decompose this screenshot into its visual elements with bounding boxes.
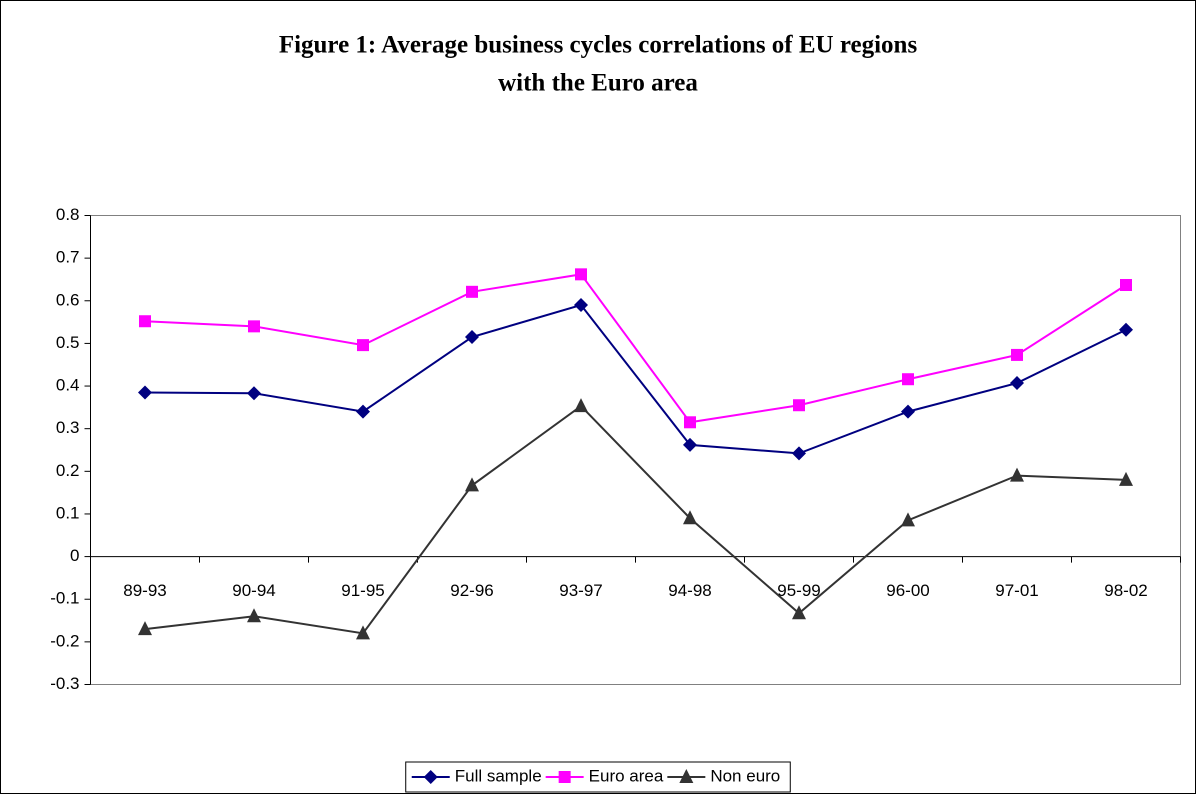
y-tick-label: 0.7 bbox=[56, 248, 80, 267]
x-tick-label: 97-01 bbox=[995, 581, 1038, 600]
data-point bbox=[574, 298, 588, 313]
data-point bbox=[1119, 322, 1133, 337]
x-tick-label: 89-93 bbox=[123, 581, 166, 600]
data-point bbox=[138, 385, 152, 400]
data-point bbox=[466, 285, 478, 298]
legend-label: Euro area bbox=[589, 766, 664, 785]
legend-label: Non euro bbox=[710, 766, 780, 785]
data-point bbox=[1120, 278, 1132, 291]
x-tick-label: 96-00 bbox=[886, 581, 929, 600]
y-tick-label: 0.5 bbox=[56, 333, 80, 352]
data-point bbox=[139, 315, 151, 328]
y-tick-label: 0 bbox=[70, 546, 79, 565]
data-point bbox=[247, 608, 261, 623]
data-point bbox=[247, 386, 261, 401]
x-tick-label: 98-02 bbox=[1104, 581, 1147, 600]
data-point bbox=[901, 404, 915, 419]
chart-title: with the Euro area bbox=[498, 70, 698, 97]
y-tick-label: 0.2 bbox=[56, 461, 80, 480]
data-point bbox=[465, 477, 479, 492]
data-point bbox=[575, 268, 587, 281]
data-point bbox=[1119, 471, 1133, 486]
y-tick-label: -0.2 bbox=[50, 631, 79, 650]
legend-marker bbox=[423, 770, 438, 784]
legend-label: Full sample bbox=[455, 766, 542, 785]
y-tick-label: 0.6 bbox=[56, 290, 80, 309]
series-line bbox=[144, 303, 1127, 455]
data-point bbox=[684, 416, 696, 429]
y-tick-label: 0.1 bbox=[56, 503, 80, 522]
x-tick-label: 94-98 bbox=[668, 581, 711, 600]
data-point bbox=[901, 512, 915, 527]
x-tick-label: 92-96 bbox=[450, 581, 493, 600]
x-tick-label: 93-97 bbox=[559, 581, 602, 600]
legend-marker bbox=[558, 771, 571, 783]
y-tick-label: 0.4 bbox=[56, 376, 80, 395]
chart-title: Figure 1: Average business cycles correl… bbox=[279, 32, 918, 59]
y-tick-label: 0.8 bbox=[56, 205, 80, 224]
y-tick-label: 0.3 bbox=[56, 418, 80, 437]
data-point bbox=[793, 399, 805, 412]
data-point bbox=[138, 621, 152, 636]
series-line bbox=[144, 404, 1127, 635]
data-point bbox=[1010, 376, 1024, 391]
y-tick-label: -0.3 bbox=[50, 674, 79, 693]
legend bbox=[405, 761, 791, 793]
data-point bbox=[683, 510, 697, 525]
data-point bbox=[792, 446, 806, 461]
plot-area bbox=[90, 215, 1181, 685]
data-point bbox=[1011, 348, 1023, 361]
data-point bbox=[574, 398, 588, 413]
data-point bbox=[357, 339, 369, 352]
data-point bbox=[1010, 467, 1024, 482]
x-tick-label: 95-99 bbox=[777, 581, 820, 600]
data-point bbox=[248, 320, 260, 333]
legend-marker bbox=[679, 769, 694, 783]
x-tick-label: 90-94 bbox=[232, 581, 275, 600]
data-point bbox=[792, 605, 806, 620]
data-point bbox=[465, 330, 479, 345]
y-tick-label: -0.1 bbox=[50, 589, 79, 608]
data-point bbox=[902, 373, 914, 386]
series-line bbox=[144, 273, 1127, 424]
data-point bbox=[356, 625, 370, 640]
data-point bbox=[683, 437, 697, 452]
data-point bbox=[356, 404, 370, 419]
x-tick-label: 91-95 bbox=[341, 581, 384, 600]
